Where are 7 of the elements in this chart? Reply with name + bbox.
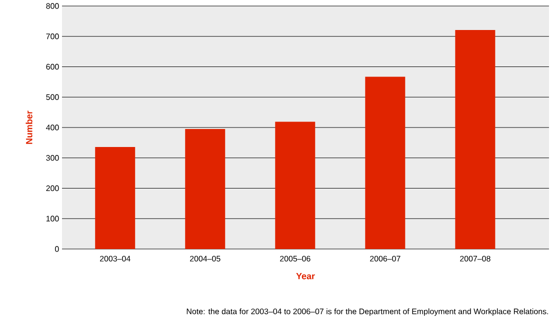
y-axis-title: Number xyxy=(26,110,32,144)
bar xyxy=(95,146,136,249)
bar xyxy=(185,129,226,249)
bar xyxy=(365,76,406,249)
x-axis-title: Year xyxy=(296,273,315,280)
bar xyxy=(455,30,496,249)
bar xyxy=(275,122,316,249)
